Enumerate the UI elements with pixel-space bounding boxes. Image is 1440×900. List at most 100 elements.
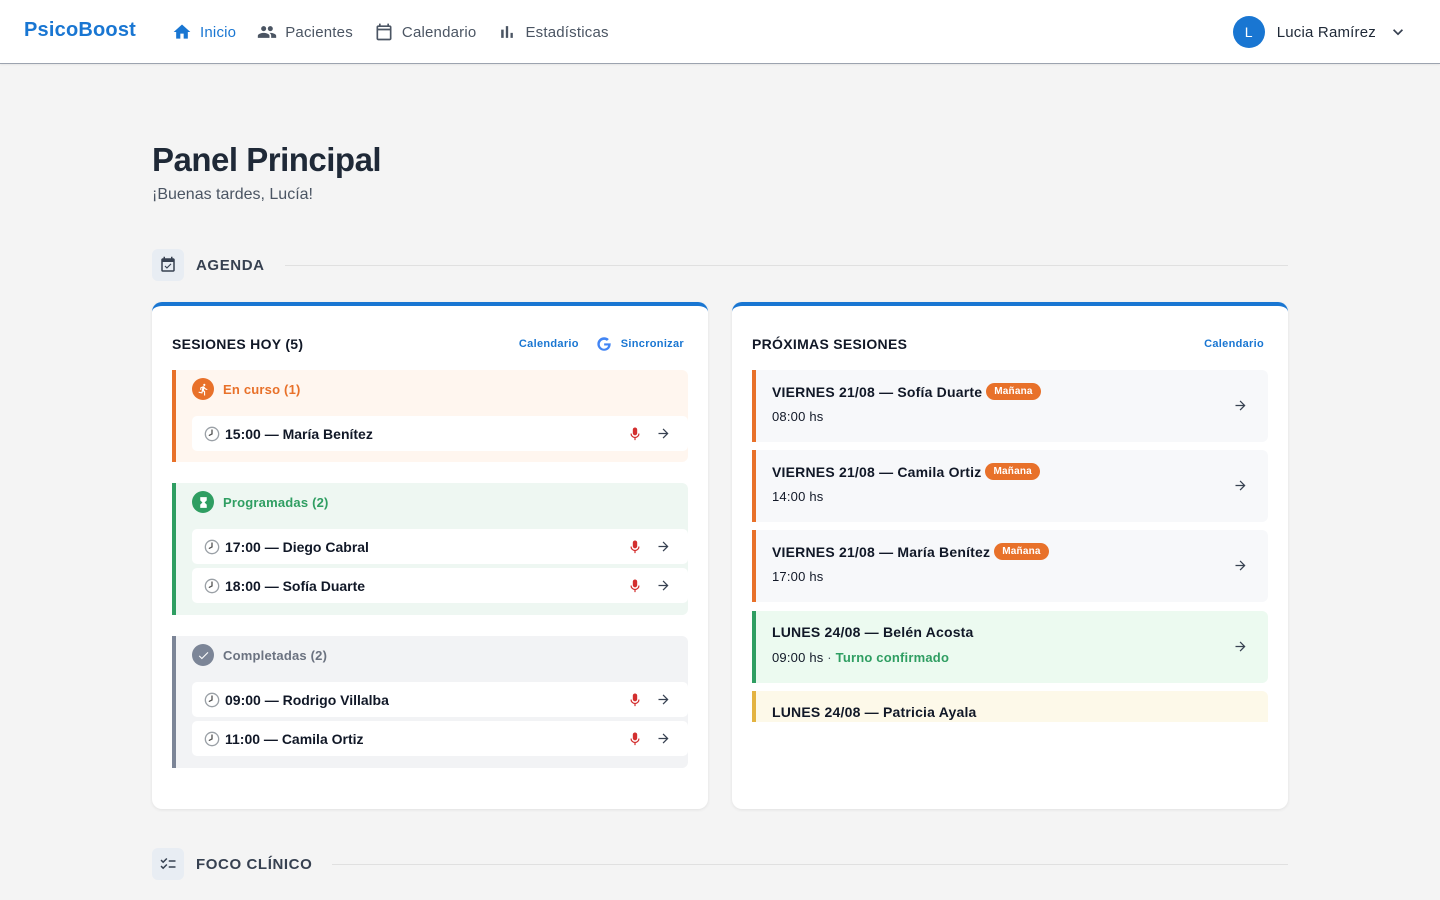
card-header: PRÓXIMAS SESIONES Calendario (752, 334, 1264, 354)
section-title: FOCO CLÍNICO (196, 855, 313, 873)
upcoming-time: 08:00 hs (772, 409, 824, 424)
page-subtitle: ¡Buenas tardes, Lucía! (152, 186, 313, 203)
upcoming-time: 14:00 hs (772, 489, 824, 504)
section-icon-box (152, 249, 184, 281)
brand-logo[interactable]: PsicoBoost (24, 19, 137, 41)
calendar-link[interactable]: Calendario (518, 338, 579, 350)
group-header: En curso (1) (192, 378, 301, 400)
upcoming-item[interactable]: VIERNES 21/08 — María Benítez Mañana 17:… (752, 530, 1268, 602)
group-scheduled: Programadas (2) 17:00 — Diego Cabral 18:… (172, 483, 688, 615)
nav-item-estadisticas[interactable]: Estadísticas (497, 22, 609, 42)
arrow-right-icon[interactable] (656, 539, 671, 554)
check-icon (198, 651, 208, 659)
session-time-patient: 15:00 — María Benítez (225, 425, 373, 442)
checklist-icon (160, 857, 176, 870)
upcoming-item-title: VIERNES 21/08 — María Benítez Mañana (772, 543, 1049, 560)
arrow-right-icon[interactable] (656, 426, 671, 441)
upcoming-item-title: LUNES 24/08 — Belén Acosta (772, 624, 974, 640)
card-title: SESIONES HOY (5) (172, 336, 304, 352)
upcoming-item-title: LUNES 24/08 — Patricia Ayala (772, 704, 977, 720)
clock-icon (204, 578, 220, 593)
calendar-check-icon (161, 256, 175, 272)
card-actions: Calendario (1204, 338, 1264, 350)
session-row[interactable]: 18:00 — Sofía Duarte (192, 568, 688, 603)
card-title: PRÓXIMAS SESIONES (752, 336, 908, 352)
microphone-icon[interactable] (629, 693, 641, 707)
clock-icon (204, 692, 220, 707)
arrow-right-icon[interactable] (1233, 398, 1248, 413)
upcoming-item[interactable]: VIERNES 21/08 — Sofía Duarte Mañana 08:0… (752, 370, 1268, 442)
tomorrow-badge: Mañana (994, 543, 1049, 560)
separator: · (827, 650, 832, 665)
group-label: En curso (1) (223, 381, 301, 397)
section-icon-box (152, 848, 184, 880)
session-time-patient: 18:00 — Sofía Duarte (225, 577, 366, 594)
group-status-badge (192, 491, 214, 513)
upcoming-item[interactable]: LUNES 24/08 — Patricia Ayala (752, 691, 1268, 722)
section-title: AGENDA (196, 256, 265, 274)
nav-item-calendario[interactable]: Calendario (374, 22, 477, 42)
user-menu[interactable]: L Lucia Ramírez (1232, 16, 1408, 48)
nav-item-inicio[interactable]: Inicio (172, 22, 236, 42)
main-nav: Inicio Pacientes Calendario Estadísticas (172, 0, 609, 64)
upcoming-date-patient: VIERNES 21/08 — Camila Ortiz (772, 463, 982, 480)
sync-label: Sincronizar (620, 338, 684, 350)
section-divider (332, 863, 1288, 865)
confirmed-status: Turno confirmado (835, 650, 950, 665)
upcoming-item[interactable]: VIERNES 21/08 — Camila Ortiz Mañana 14:0… (752, 450, 1268, 522)
arrow-right-icon[interactable] (656, 731, 671, 746)
section-header-agenda: AGENDA (152, 249, 1288, 281)
people-icon (258, 26, 277, 38)
session-row[interactable]: 09:00 — Rodrigo Villalba (192, 682, 688, 717)
clock-icon (204, 539, 220, 554)
upcoming-date-patient: LUNES 24/08 — Patricia Ayala (772, 704, 977, 720)
arrow-right-icon[interactable] (656, 578, 671, 593)
nav-item-pacientes[interactable]: Pacientes (257, 22, 353, 42)
group-header: Completadas (2) (192, 644, 327, 666)
session-row[interactable]: 11:00 — Camila Ortiz (192, 721, 688, 756)
running-icon (198, 383, 207, 395)
clock-icon (204, 731, 220, 746)
upcoming-item-title: VIERNES 21/08 — Sofía Duarte Mañana (772, 383, 1041, 400)
upcoming-item[interactable]: LUNES 24/08 — Belén Acosta 09:00 hs · Tu… (752, 611, 1268, 683)
upcoming-list[interactable]: VIERNES 21/08 — Sofía Duarte Mañana 08:0… (752, 370, 1268, 722)
calendar-link[interactable]: Calendario (1204, 338, 1264, 350)
microphone-icon[interactable] (629, 732, 641, 746)
avatar: L (1232, 16, 1265, 48)
user-name: Lucia Ramírez (1276, 23, 1376, 41)
bar-chart-icon (501, 26, 514, 38)
group-label: Programadas (2) (223, 494, 329, 510)
upcoming-time-line: 09:00 hs · Turno confirmado (772, 650, 949, 665)
arrow-right-icon[interactable] (1233, 558, 1248, 573)
upcoming-time: 09:00 hs (772, 650, 824, 665)
sync-button[interactable]: Sincronizar (595, 335, 684, 353)
google-icon (597, 337, 611, 351)
nav-item-label: Estadísticas (525, 23, 609, 41)
microphone-icon[interactable] (629, 540, 641, 554)
home-icon (173, 24, 191, 39)
session-time-patient: 17:00 — Diego Cabral (225, 538, 369, 555)
nav-item-label: Pacientes (285, 23, 353, 41)
card-header: SESIONES HOY (5) Calendario Sincronizar (172, 334, 684, 354)
session-row[interactable]: 15:00 — María Benítez (192, 416, 688, 451)
session-row[interactable]: 17:00 — Diego Cabral (192, 529, 688, 564)
tomorrow-badge: Mañana (986, 383, 1041, 400)
group-in-progress: En curso (1) 15:00 — María Benítez (172, 370, 688, 462)
arrow-right-icon[interactable] (1233, 639, 1248, 654)
arrow-right-icon[interactable] (656, 692, 671, 707)
microphone-icon[interactable] (629, 579, 641, 593)
clock-icon (204, 426, 220, 441)
upcoming-date-patient: VIERNES 21/08 — Sofía Duarte (772, 383, 983, 400)
chevron-down-icon (1393, 29, 1403, 36)
group-status-badge (192, 378, 214, 400)
calendar-icon (376, 23, 392, 41)
section-divider (284, 264, 1288, 266)
nav-item-label: Calendario (401, 23, 477, 41)
upcoming-date-patient: VIERNES 21/08 — María Benítez (772, 543, 991, 560)
microphone-icon[interactable] (629, 427, 641, 441)
upcoming-date-patient: LUNES 24/08 — Belén Acosta (772, 624, 974, 640)
today-sessions-card: SESIONES HOY (5) Calendario Sincronizar … (152, 302, 708, 809)
arrow-right-icon[interactable] (1233, 478, 1248, 493)
section-header-foco-clinico: FOCO CLÍNICO (152, 848, 1288, 880)
group-status-badge (192, 644, 214, 666)
